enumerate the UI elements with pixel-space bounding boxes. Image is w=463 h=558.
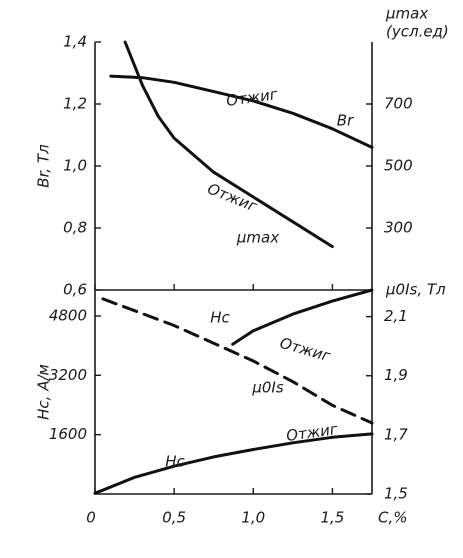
series-label: Hc [165,453,185,471]
y-axis-label: Br, Тл [35,144,53,188]
y2-tick-label: 700 [384,95,413,113]
series-line [93,432,374,495]
y-tick-label: 1600 [49,425,87,443]
y2-axis-label: (усл.ед) [386,23,449,41]
series-label: Br [337,112,354,130]
series-line [123,40,334,249]
series-line [109,74,374,149]
y-tick-label: 4800 [49,306,87,324]
y-tick-label: 3200 [49,366,87,384]
series-line [231,288,374,346]
y2-tick-label: 300 [384,219,413,237]
y2-tick-label: 2,1 [384,307,408,325]
annotation: Отжиг [285,420,339,445]
y-tick-label: 1,4 [63,33,87,51]
y2-axis-label: μmax [385,5,428,23]
y2-tick-label: 1,5 [384,485,408,503]
y-axis-label: Hc, A/м [35,364,53,420]
y-tick-label: 0,8 [63,219,87,237]
y2-axis-label: μ0Is, Тл [385,281,446,299]
series-label: μ0Is [251,379,284,397]
y-tick-label: 0,6 [63,281,87,299]
x-tick-label: 1,0 [241,509,265,527]
x-tick-label: 0,5 [162,509,186,527]
y2-tick-label: 1,7 [384,425,408,443]
x-tick-label: 1,5 [320,509,344,527]
y2-tick-label: 500 [384,157,413,175]
x-axis-label: C,% [378,509,408,527]
y-tick-label: 1,2 [63,95,87,113]
series-line [101,297,374,425]
y2-tick-label: 1,9 [384,366,408,384]
series-label: μmax [236,229,279,247]
series-label: Hc [210,309,230,327]
y-tick-label: 1,0 [63,157,87,175]
x-tick-label: 0 [86,509,96,527]
annotation: Отжиг [278,334,333,366]
